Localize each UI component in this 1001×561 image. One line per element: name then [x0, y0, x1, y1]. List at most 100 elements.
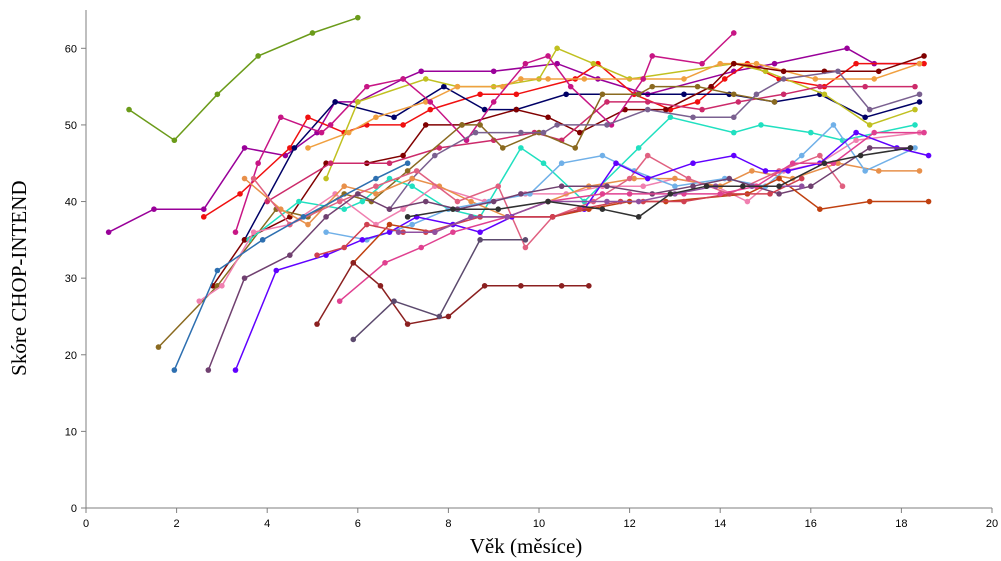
- data-point: [355, 191, 361, 197]
- series-9: [232, 30, 737, 235]
- data-point: [477, 91, 483, 98]
- data-point: [912, 122, 918, 128]
- data-point: [250, 229, 257, 235]
- data-point: [409, 183, 415, 190]
- data-point: [327, 160, 334, 167]
- data-point: [418, 68, 425, 75]
- data-point: [490, 137, 497, 144]
- data-point: [626, 191, 633, 197]
- data-point: [640, 183, 646, 190]
- data-point: [445, 313, 452, 320]
- data-point: [422, 99, 429, 105]
- data-point: [835, 68, 841, 75]
- data-point: [798, 183, 805, 190]
- data-point: [404, 160, 411, 167]
- series-11: [386, 68, 923, 212]
- data-point: [685, 175, 692, 182]
- data-point: [427, 99, 434, 105]
- data-point: [255, 160, 261, 167]
- data-point: [730, 129, 737, 136]
- y-ticks: 0 10 20 30 40 50 60: [65, 43, 86, 515]
- data-point: [400, 152, 406, 159]
- data-point: [862, 114, 868, 121]
- data-point: [171, 367, 178, 373]
- data-point: [314, 321, 320, 327]
- data-point: [126, 106, 132, 113]
- series-21: [336, 129, 927, 304]
- data-point: [291, 145, 298, 151]
- data-point: [237, 191, 243, 197]
- data-point: [808, 129, 814, 136]
- data-point: [391, 298, 397, 304]
- data-point: [359, 237, 366, 243]
- data-point: [545, 114, 551, 121]
- data-point: [287, 145, 293, 151]
- data-point: [454, 83, 461, 90]
- data-point: [490, 99, 497, 105]
- data-point: [241, 145, 248, 151]
- data-point: [345, 129, 352, 136]
- data-point: [753, 60, 760, 67]
- data-point: [726, 175, 733, 182]
- data-point: [789, 160, 796, 167]
- data-point: [545, 76, 551, 82]
- data-point: [558, 160, 565, 167]
- data-point: [400, 76, 406, 82]
- series-24: [404, 145, 914, 220]
- series-15: [323, 122, 918, 243]
- data-point: [373, 114, 379, 121]
- data-point: [912, 83, 918, 90]
- data-point: [916, 99, 923, 105]
- data-point: [817, 206, 823, 212]
- data-point: [767, 191, 773, 197]
- data-point: [241, 175, 248, 182]
- data-point: [644, 175, 651, 182]
- data-point: [780, 91, 787, 98]
- data-point: [558, 183, 565, 190]
- data-point: [499, 145, 506, 151]
- data-point: [422, 122, 429, 128]
- data-point: [817, 152, 823, 159]
- data-point: [780, 68, 787, 75]
- data-point: [866, 122, 873, 128]
- data-point: [364, 221, 370, 228]
- series-layer: [105, 14, 932, 373]
- data-point: [518, 145, 524, 151]
- data-point: [273, 206, 280, 212]
- data-point: [912, 145, 918, 151]
- y-tick-label: 10: [65, 426, 77, 438]
- data-point: [241, 237, 248, 243]
- data-point: [644, 106, 651, 113]
- data-point: [758, 122, 764, 128]
- data-point: [672, 183, 678, 190]
- data-point: [649, 83, 656, 90]
- data-point: [663, 106, 669, 113]
- data-point: [332, 99, 338, 105]
- data-point: [382, 260, 388, 266]
- data-point: [436, 313, 443, 320]
- data-point: [155, 344, 162, 350]
- data-point: [391, 114, 397, 121]
- data-point: [200, 206, 207, 212]
- data-point: [386, 229, 393, 235]
- data-point: [305, 145, 311, 151]
- data-point: [427, 106, 434, 113]
- x-tick-label: 4: [264, 518, 270, 530]
- data-point: [776, 191, 782, 197]
- data-point: [730, 114, 737, 121]
- series-1: [126, 14, 361, 144]
- y-tick-label: 0: [71, 503, 77, 515]
- data-point: [681, 198, 687, 205]
- series-23: [171, 160, 411, 373]
- data-point: [232, 229, 239, 235]
- data-point: [327, 122, 334, 128]
- data-point: [481, 283, 488, 289]
- data-point: [300, 214, 307, 220]
- data-point: [518, 76, 524, 82]
- data-point: [241, 275, 248, 281]
- data-point: [576, 206, 583, 212]
- data-point: [721, 76, 728, 82]
- data-point: [812, 76, 819, 82]
- data-point: [853, 137, 859, 144]
- data-point: [586, 283, 592, 289]
